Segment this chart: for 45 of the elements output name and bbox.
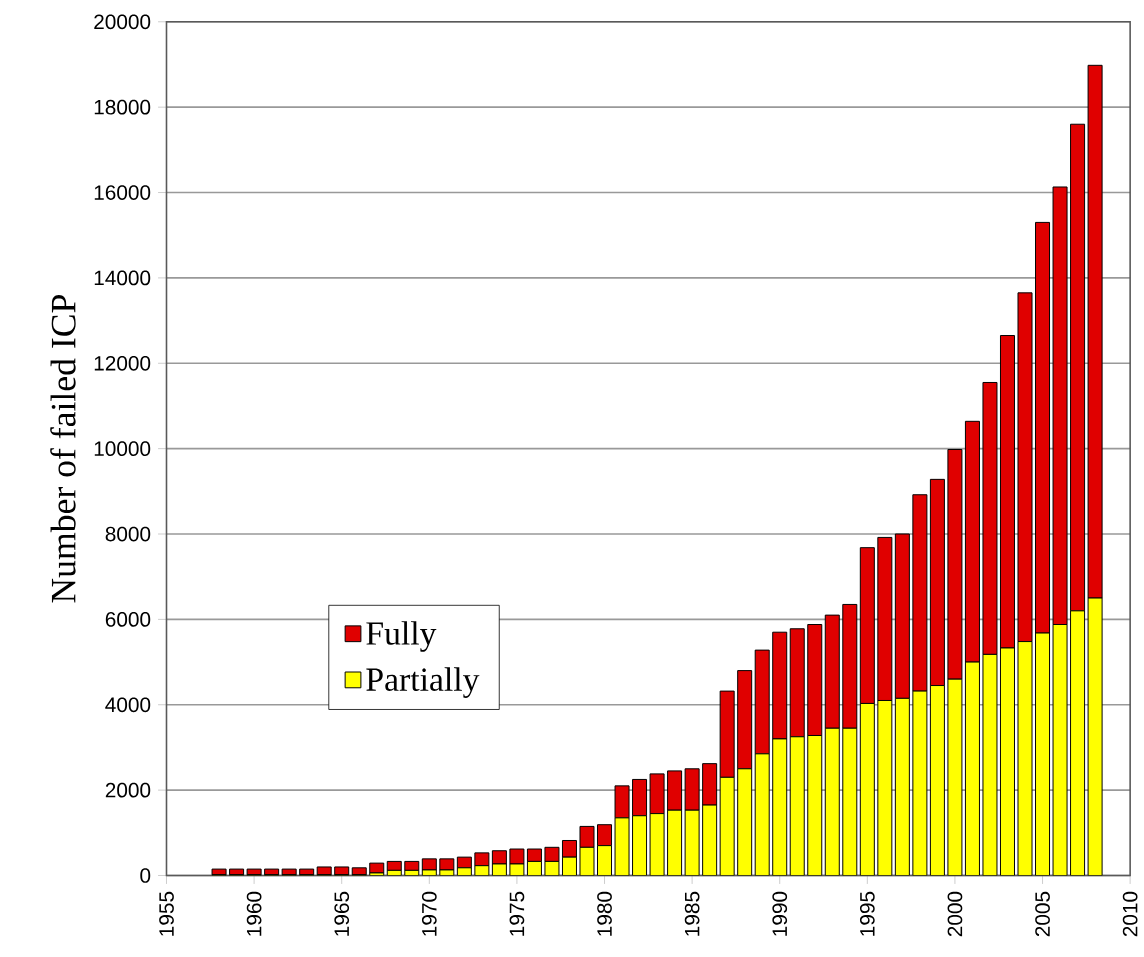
y-tick-label: 2000 [105, 782, 151, 798]
y-tick-label: 18000 [94, 99, 151, 115]
bar [789, 628, 805, 738]
bar [807, 624, 823, 737]
y-tick-label: 10000 [94, 441, 151, 457]
bar [1035, 222, 1051, 634]
x-tick-label: 1995 [859, 891, 875, 936]
x-tick-label: 2005 [1035, 891, 1050, 937]
bar [894, 533, 910, 699]
y-tick-label: 0 [140, 868, 151, 884]
x-tick-label: 1960 [246, 891, 262, 936]
bar [824, 614, 840, 729]
bar [1070, 123, 1086, 612]
legend-label: Partially [366, 667, 480, 699]
bar [877, 537, 893, 702]
y-axis-title: Number of failed ICP [50, 295, 76, 603]
bar [999, 335, 1015, 649]
bar [859, 547, 875, 705]
bar [929, 479, 945, 687]
bar [842, 604, 858, 729]
x-tick-label: 1985 [684, 891, 700, 936]
bar [737, 670, 753, 770]
x-tick-label: 1975 [509, 891, 525, 936]
legend-label: Fully [366, 621, 437, 652]
x-tick-label: 2000 [947, 891, 963, 937]
x-tick-label: 2010 [1122, 891, 1138, 937]
y-tick-label: 6000 [105, 612, 151, 627]
x-tick-label: 1980 [597, 891, 612, 936]
bar [964, 420, 980, 663]
bar [754, 649, 770, 755]
y-tick-label: 14000 [94, 270, 151, 286]
y-tick-label: 12000 [94, 356, 151, 371]
y-tick-label: 16000 [94, 185, 151, 201]
y-tick-label: 20000 [94, 14, 151, 30]
y-tick-label: 4000 [105, 697, 151, 713]
x-tick-label: 1970 [421, 891, 437, 936]
x-tick-label: 1955 [159, 891, 174, 936]
bar [632, 779, 648, 817]
x-tick-label: 1990 [772, 891, 788, 936]
bar [772, 631, 788, 740]
y-tick-label: 8000 [105, 526, 151, 542]
bar [702, 763, 718, 806]
x-tick-label: 1965 [334, 891, 350, 936]
bar [667, 770, 683, 811]
bar [719, 690, 735, 778]
